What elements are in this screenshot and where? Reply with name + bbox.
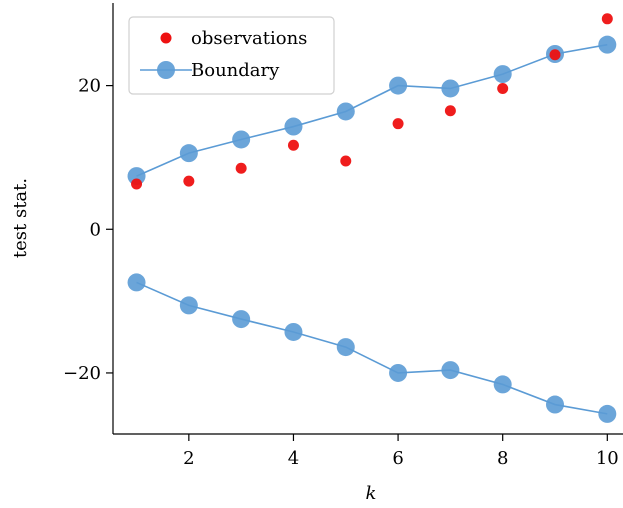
y-tick-label: −20 (63, 363, 101, 384)
legend-boundary-label: Boundary (191, 60, 280, 81)
y-tick-label: 0 (90, 219, 101, 240)
observation-point (340, 155, 352, 167)
boundary-point (598, 404, 617, 423)
legend: observations Boundary (128, 16, 335, 95)
x-tick-label: 4 (288, 448, 299, 469)
boundary-point (493, 65, 512, 84)
boundary-point (284, 117, 303, 136)
observation-point (549, 49, 561, 61)
boundary-point (598, 35, 617, 54)
axes: 2 4 6 8 10 −20 0 20 (63, 3, 623, 469)
observation-point (601, 13, 613, 25)
observation-point (131, 178, 143, 190)
observation-point (497, 82, 509, 94)
boundary-point (179, 296, 198, 315)
boundary-point (441, 79, 460, 98)
observation-point (183, 175, 195, 187)
x-tick-label: 10 (596, 448, 619, 469)
observation-point (444, 105, 456, 117)
boundary-point (389, 76, 408, 95)
observation-point (287, 139, 299, 151)
legend-observations-label: observations (191, 28, 307, 49)
y-tick-label: 20 (78, 76, 101, 97)
legend-boundary-marker (157, 61, 175, 79)
boundary-point (389, 363, 408, 382)
boundary-point (127, 167, 146, 186)
boundary-point (441, 361, 460, 380)
x-tick-label: 8 (497, 448, 508, 469)
boundary-point (232, 130, 251, 149)
observation-point (392, 118, 404, 130)
boundary-line (136, 43, 608, 177)
boundary-point (179, 144, 198, 163)
boundary-point (493, 375, 512, 394)
boundary-point (336, 102, 355, 121)
boundary-point (546, 395, 564, 414)
plot-area (127, 13, 617, 423)
x-axis-label: k (366, 483, 377, 504)
boundary-line (136, 281, 608, 415)
observation-point (235, 162, 247, 174)
boundary-point (284, 322, 303, 341)
x-tick-label: 2 (183, 448, 194, 469)
y-axis-label: test stat. (10, 178, 31, 258)
boundary-point (232, 310, 251, 329)
legend-observations-marker (160, 32, 172, 44)
boundary-point (127, 273, 146, 292)
boundary-point (336, 338, 355, 357)
legend-frame (128, 16, 335, 95)
x-tick-label: 6 (392, 448, 403, 469)
